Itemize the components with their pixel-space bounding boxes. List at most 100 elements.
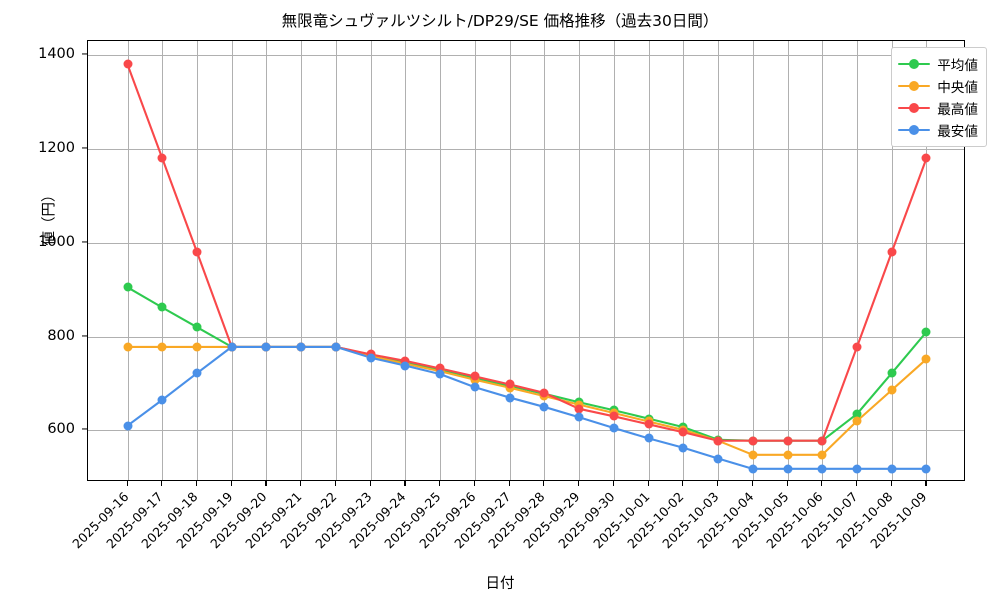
data-point [157, 395, 167, 405]
data-point [748, 464, 758, 474]
y-gridline [88, 242, 964, 244]
legend-label: 最安値 [937, 124, 978, 140]
data-point [574, 412, 584, 422]
data-point [748, 436, 758, 446]
x-tick-mark [161, 481, 163, 486]
data-point [331, 342, 341, 352]
data-point [921, 327, 931, 337]
data-point [887, 385, 897, 395]
data-point [609, 411, 619, 421]
legend-item-中央値[interactable]: 中央値 [898, 75, 978, 97]
x-tick-mark [856, 481, 858, 486]
x-gridline [544, 41, 546, 480]
data-point [609, 423, 619, 433]
x-gridline [440, 41, 442, 480]
data-point [817, 450, 827, 460]
data-point [887, 464, 897, 474]
data-point [539, 402, 549, 412]
data-point [470, 371, 480, 381]
legend-swatch-icon [898, 57, 931, 71]
series-line-最安値 [126, 345, 928, 470]
data-point [435, 363, 445, 373]
y-gridline [88, 336, 964, 338]
y-tick-mark [82, 241, 87, 243]
data-point [435, 369, 445, 379]
y-tick-label: 800 [47, 327, 75, 344]
x-gridline [196, 41, 198, 480]
x-tick-mark [369, 481, 371, 486]
data-point [261, 342, 271, 352]
legend-label: 平均値 [937, 58, 978, 74]
data-point [227, 342, 237, 352]
data-point [713, 436, 723, 446]
data-point [192, 368, 202, 378]
x-gridline [613, 41, 615, 480]
y-tick-mark [82, 428, 87, 430]
data-point [921, 153, 931, 163]
x-gridline [474, 41, 476, 480]
y-gridline [88, 148, 964, 150]
data-point [366, 353, 376, 363]
x-tick-mark [439, 481, 441, 486]
x-gridline [683, 41, 685, 480]
legend-item-最安値[interactable]: 最安値 [898, 119, 978, 141]
y-tick-label: 1200 [38, 139, 75, 156]
x-tick-mark [682, 481, 684, 486]
series-line-最高値 [126, 63, 928, 442]
x-axis-label: 日付 [485, 576, 515, 592]
x-tick-mark [508, 481, 510, 486]
x-tick-mark [890, 481, 892, 486]
chart-title: 無限竜シュヴァルツシルト/DP29/SE 価格推移（過去30日間） [281, 12, 719, 30]
x-tick-mark [612, 481, 614, 486]
legend-swatch-icon [898, 79, 931, 93]
data-point [539, 388, 549, 398]
y-tick-mark [82, 147, 87, 149]
y-tick-label: 600 [47, 421, 75, 438]
y-gridline [88, 55, 964, 57]
x-gridline [648, 41, 650, 480]
x-tick-mark [543, 481, 545, 486]
data-point [123, 59, 132, 69]
data-point [783, 450, 793, 460]
x-gridline [301, 41, 303, 480]
x-gridline [509, 41, 511, 480]
x-tick-mark [195, 481, 198, 486]
x-tick-mark [578, 481, 580, 486]
x-tick-mark [334, 481, 337, 486]
data-point [400, 361, 410, 371]
y-tick-mark [82, 335, 87, 337]
x-tick-mark [300, 481, 302, 486]
data-point [748, 450, 758, 460]
x-tick-mark [647, 481, 649, 486]
data-point [644, 433, 654, 443]
x-tick-mark [126, 481, 128, 486]
data-point [157, 153, 167, 163]
x-gridline [891, 41, 893, 480]
data-point [817, 464, 827, 474]
x-gridline [718, 41, 720, 480]
data-point [123, 342, 132, 352]
legend-swatch-icon [898, 101, 931, 115]
x-gridline [926, 41, 928, 480]
x-tick-mark [473, 481, 475, 486]
data-point [887, 368, 897, 378]
legend-item-最高値[interactable]: 最高値 [898, 97, 978, 119]
x-gridline [335, 41, 337, 480]
data-point [192, 342, 202, 352]
grid-layer [88, 41, 964, 480]
x-gridline [579, 41, 581, 480]
data-point [400, 356, 410, 366]
data-point [678, 427, 688, 437]
x-gridline [822, 41, 824, 480]
data-point [783, 464, 793, 474]
x-tick-mark [265, 481, 267, 486]
data-point [852, 342, 862, 352]
x-tick-mark [821, 481, 823, 486]
data-point [157, 302, 167, 312]
data-point [817, 436, 827, 446]
y-tick-mark [82, 53, 87, 55]
plot-area [87, 40, 965, 481]
legend-item-平均値[interactable]: 平均値 [898, 53, 978, 75]
data-point [921, 464, 931, 474]
